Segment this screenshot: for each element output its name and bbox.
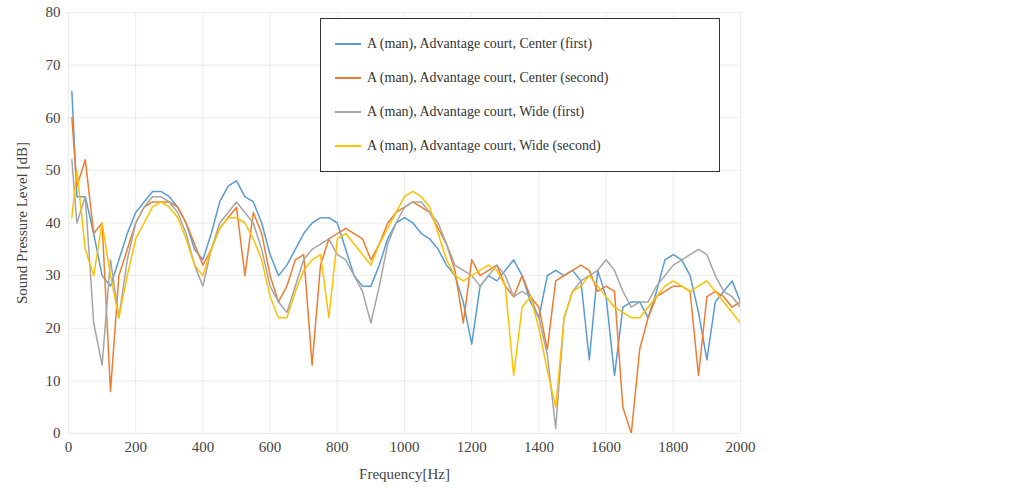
svg-text:10: 10 — [46, 373, 61, 389]
svg-text:600: 600 — [259, 439, 282, 455]
svg-text:400: 400 — [192, 439, 215, 455]
svg-text:1400: 1400 — [524, 439, 554, 455]
svg-text:30: 30 — [46, 267, 61, 283]
svg-text:50: 50 — [46, 162, 61, 178]
svg-text:1000: 1000 — [390, 439, 420, 455]
svg-text:70: 70 — [46, 57, 61, 73]
svg-text:60: 60 — [46, 110, 61, 126]
svg-text:80: 80 — [46, 4, 61, 20]
html-text:A (man), Advantage court, Wide: A (man), Advantage court, Wide (first) — [367, 104, 585, 119]
svg-text:Sound Pressure Level [dB]: Sound Pressure Level [dB] — [14, 142, 30, 304]
svg-text:800: 800 — [326, 439, 349, 455]
svg-text:2000: 2000 — [726, 439, 756, 455]
svg-text:1200: 1200 — [457, 439, 487, 455]
svg-text:200: 200 — [124, 439, 147, 455]
html-text:A (man), Advantage court, Cent: A (man), Advantage court, Center (second… — [367, 70, 609, 85]
svg-text:1600: 1600 — [591, 439, 621, 455]
svg-text:40: 40 — [46, 215, 61, 231]
html-text:A (man), Advantage court, Wide: A (man), Advantage court, Wide (second) — [367, 138, 601, 153]
svg-text:1800: 1800 — [658, 439, 688, 455]
svg-text:Frequency[Hz]: Frequency[Hz] — [359, 466, 450, 482]
svg-text:0: 0 — [65, 439, 73, 455]
svg-text:0: 0 — [53, 425, 61, 441]
html-text:A (man), Advantage court, Cent: A (man), Advantage court, Center (first) — [367, 36, 593, 51]
svg-text:20: 20 — [46, 320, 61, 336]
